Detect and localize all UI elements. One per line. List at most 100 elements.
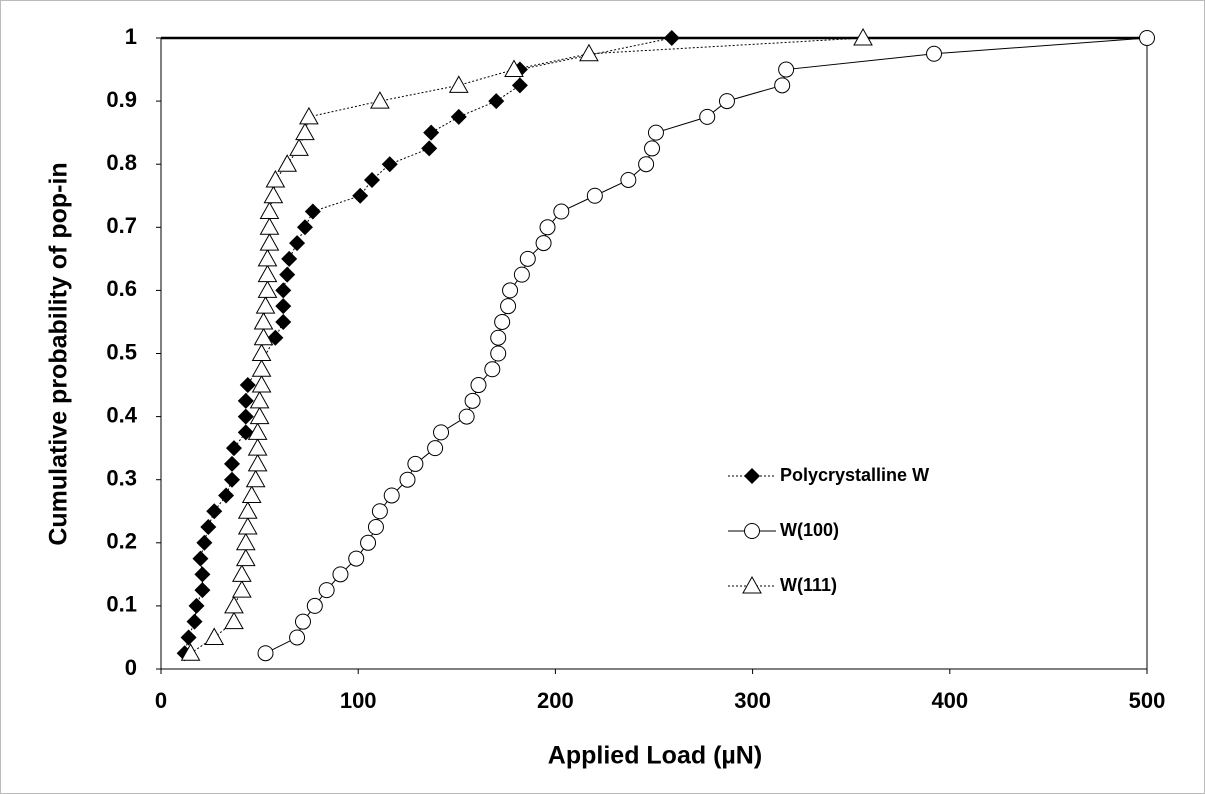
point-circle bbox=[257, 645, 274, 662]
y-tick-label: 0.7 bbox=[106, 213, 137, 238]
y-axis-title: Cumulative probability of pop-in bbox=[45, 162, 73, 545]
x-tick-label: 400 bbox=[931, 688, 968, 713]
point-diamond bbox=[194, 582, 211, 599]
legend-marker bbox=[744, 468, 760, 484]
point-circle bbox=[513, 266, 530, 283]
point-diamond bbox=[186, 613, 203, 630]
point-diamond bbox=[192, 550, 209, 567]
point-circle bbox=[318, 582, 335, 599]
y-tick-label: 0.4 bbox=[106, 402, 137, 427]
x-tick-label: 0 bbox=[155, 688, 167, 713]
point-diamond bbox=[511, 77, 528, 94]
point-triangle bbox=[245, 469, 266, 488]
point-diamond bbox=[196, 534, 213, 551]
point-circle bbox=[500, 298, 517, 315]
y-tick-label: 0.8 bbox=[106, 150, 137, 175]
point-circle bbox=[718, 93, 735, 110]
point-diamond bbox=[206, 503, 223, 520]
point-circle bbox=[348, 550, 365, 567]
x-axis-title: Applied Load (µN) bbox=[548, 742, 762, 770]
point-triangle bbox=[204, 627, 225, 645]
legend-label: Polycrystalline W bbox=[780, 465, 929, 485]
point-triangle bbox=[299, 106, 319, 125]
point-circle bbox=[553, 203, 570, 220]
point-circle bbox=[407, 455, 424, 472]
point-triangle bbox=[251, 375, 272, 393]
point-circle bbox=[332, 566, 349, 583]
point-triangle bbox=[235, 548, 256, 567]
point-circle bbox=[367, 519, 384, 536]
point-triangle bbox=[265, 169, 286, 188]
point-circle bbox=[535, 235, 552, 252]
point-diamond bbox=[218, 487, 235, 504]
point-diamond bbox=[296, 219, 313, 236]
point-triangle bbox=[237, 517, 258, 535]
point-diamond bbox=[194, 566, 211, 583]
point-diamond bbox=[223, 455, 240, 472]
point-diamond bbox=[275, 298, 292, 315]
point-triangle bbox=[251, 343, 272, 361]
point-diamond bbox=[289, 235, 306, 252]
point-triangle bbox=[247, 453, 268, 472]
legend-marker bbox=[744, 523, 760, 539]
point-circle bbox=[638, 156, 655, 173]
y-tick-label: 0 bbox=[125, 655, 137, 680]
point-triangle bbox=[289, 138, 309, 156]
point-diamond bbox=[423, 124, 440, 141]
point-triangle bbox=[241, 485, 262, 503]
point-circle bbox=[494, 313, 511, 330]
point-triangle bbox=[277, 154, 298, 172]
y-tick-label: 1 bbox=[125, 24, 137, 49]
x-tick-label: 500 bbox=[1129, 688, 1166, 713]
point-circle bbox=[586, 187, 603, 204]
x-tick-label: 100 bbox=[340, 688, 377, 713]
point-diamond bbox=[488, 93, 505, 110]
point-circle bbox=[490, 345, 507, 362]
point-triangle bbox=[235, 532, 256, 551]
point-triangle bbox=[257, 248, 278, 267]
legend-marker bbox=[742, 575, 762, 594]
point-diamond bbox=[223, 471, 240, 488]
point-circle bbox=[399, 471, 416, 488]
point-diamond bbox=[275, 313, 292, 330]
point-diamond bbox=[421, 140, 438, 157]
point-circle bbox=[490, 329, 507, 346]
point-diamond bbox=[188, 597, 205, 614]
point-circle bbox=[620, 171, 637, 188]
point-circle bbox=[464, 392, 481, 409]
point-triangle bbox=[249, 406, 270, 425]
point-circle bbox=[306, 597, 323, 614]
point-circle bbox=[470, 377, 487, 394]
point-diamond bbox=[200, 519, 217, 536]
legend-label: W(111) bbox=[780, 575, 837, 595]
point-triangle bbox=[251, 359, 272, 377]
point-circle bbox=[360, 534, 377, 551]
point-diamond bbox=[281, 250, 298, 267]
point-circle bbox=[926, 45, 943, 62]
point-triangle bbox=[259, 201, 280, 220]
point-diamond bbox=[364, 171, 381, 188]
point-circle bbox=[644, 140, 661, 157]
point-triangle bbox=[448, 75, 469, 93]
y-tick-label: 0.3 bbox=[106, 466, 137, 491]
point-triangle bbox=[259, 217, 280, 235]
point-triangle bbox=[224, 611, 244, 630]
point-circle bbox=[647, 124, 664, 141]
point-circle bbox=[383, 487, 400, 504]
point-triangle bbox=[259, 233, 280, 251]
point-triangle bbox=[370, 91, 390, 109]
y-tick-label: 0.9 bbox=[106, 87, 137, 112]
point-diamond bbox=[225, 440, 242, 457]
point-circle bbox=[1139, 30, 1155, 46]
point-triangle bbox=[237, 501, 258, 519]
legend-label: W(100) bbox=[780, 520, 839, 540]
point-diamond bbox=[275, 282, 292, 299]
x-tick-label: 200 bbox=[537, 688, 574, 713]
point-circle bbox=[778, 61, 795, 78]
point-diamond bbox=[239, 377, 256, 394]
point-diamond bbox=[381, 156, 398, 173]
point-circle bbox=[484, 361, 501, 378]
point-diamond bbox=[663, 30, 680, 46]
